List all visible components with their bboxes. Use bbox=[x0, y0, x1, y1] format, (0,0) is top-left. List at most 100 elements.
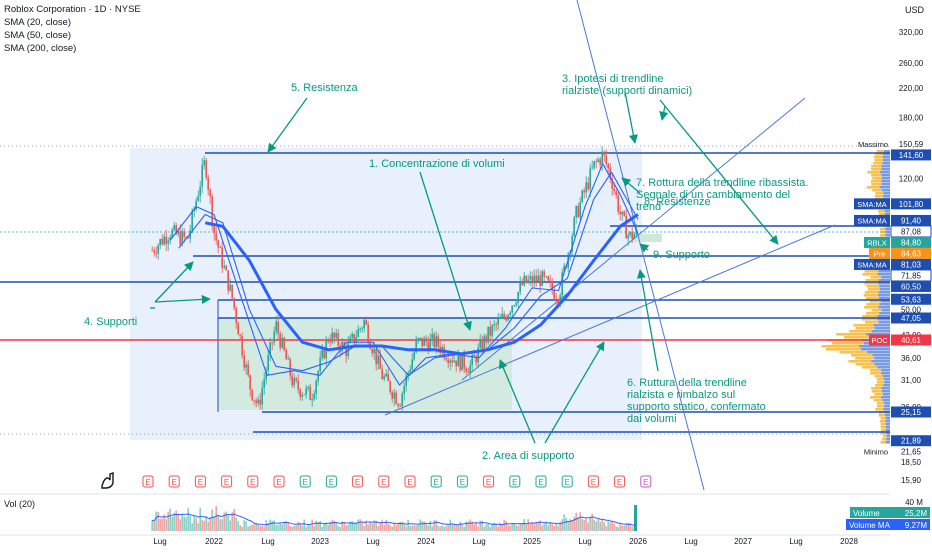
price-tag: Pre 84,63 bbox=[869, 247, 931, 259]
candle-body bbox=[607, 164, 609, 169]
candle-body bbox=[627, 235, 629, 239]
profile-bar-down bbox=[871, 330, 890, 333]
volume-bar bbox=[613, 523, 615, 531]
symbol-title[interactable]: Roblox Corporation · 1D · NYSE bbox=[4, 4, 141, 15]
price-tick: 15,90 bbox=[901, 476, 922, 485]
earnings-marker-box bbox=[430, 475, 442, 488]
volume-bar bbox=[581, 518, 583, 531]
candle-body bbox=[581, 190, 583, 203]
profile-bar-down bbox=[877, 366, 890, 369]
volume-bar bbox=[427, 525, 429, 531]
chart-legend: Roblox Corporation · 1D · NYSE SMA (20, … bbox=[4, 3, 141, 55]
candle-body bbox=[227, 270, 229, 291]
price-tag: 25,15 bbox=[891, 406, 931, 418]
candle-body bbox=[553, 289, 555, 299]
candle-body bbox=[453, 360, 455, 363]
time-tick: 2027 bbox=[734, 537, 752, 546]
profile-bar-up bbox=[876, 378, 885, 381]
candle-body bbox=[469, 365, 471, 373]
price-tag-value: 141,60 bbox=[899, 151, 924, 160]
profile-bar-up bbox=[873, 162, 883, 165]
candle-body bbox=[539, 275, 541, 286]
indicator-sma20[interactable]: SMA (20, close) bbox=[4, 17, 72, 28]
candle-body bbox=[249, 375, 251, 390]
candle-body bbox=[563, 265, 565, 273]
candle-body bbox=[379, 355, 381, 369]
volume-bar bbox=[189, 515, 191, 531]
volume-bar bbox=[587, 522, 589, 531]
volume-bar bbox=[237, 521, 239, 531]
candle-body bbox=[515, 302, 517, 306]
volume-bar bbox=[399, 521, 401, 531]
profile-bar-down bbox=[872, 354, 890, 357]
candle-body bbox=[309, 386, 311, 401]
volume-bar bbox=[219, 518, 221, 531]
candle-body bbox=[229, 284, 231, 291]
candle-body bbox=[385, 373, 387, 377]
profile-bar-up bbox=[861, 318, 878, 321]
candle-body bbox=[521, 282, 523, 285]
volume-bar bbox=[475, 523, 477, 531]
time-axis-labels[interactable]: Lug 2022 Lug 2023 Lug 2024 Lug 2025 Lug 2026 Lug 20… bbox=[153, 537, 858, 546]
price-tag: 141,60 bbox=[891, 149, 931, 161]
indicator-sma50[interactable]: SMA (50, close) bbox=[4, 30, 72, 41]
candle-body bbox=[251, 389, 253, 400]
volume-bar bbox=[325, 522, 327, 531]
volume-bar bbox=[603, 522, 605, 531]
profile-bar-up bbox=[871, 390, 882, 393]
volume-bar bbox=[489, 526, 491, 531]
candle-body bbox=[541, 271, 543, 286]
volume-bar bbox=[337, 525, 339, 531]
candle-body bbox=[223, 265, 225, 268]
profile-bar-down bbox=[881, 372, 890, 375]
earnings-marker-label: E bbox=[512, 478, 517, 487]
volume-bar bbox=[257, 524, 259, 531]
profile-bar-down bbox=[886, 435, 890, 438]
profile-bar-down bbox=[881, 309, 890, 312]
candle-body bbox=[463, 353, 465, 369]
time-tick: Lug bbox=[153, 537, 166, 546]
candle-body bbox=[467, 371, 469, 373]
volume-bar bbox=[629, 523, 631, 531]
volume-bar bbox=[551, 524, 553, 531]
volume-bar bbox=[507, 525, 509, 531]
volume-bar bbox=[533, 524, 535, 531]
indicator-sma200[interactable]: SMA (200, close) bbox=[4, 43, 77, 54]
candle-body bbox=[499, 317, 501, 319]
profile-bar-up bbox=[871, 309, 882, 312]
candle-body bbox=[159, 239, 161, 246]
currency-label[interactable]: USD bbox=[904, 5, 924, 15]
price-tag: 21,89 bbox=[891, 435, 931, 447]
price-tag-label-bg bbox=[864, 236, 890, 248]
candle-body bbox=[589, 168, 591, 190]
candle-body bbox=[601, 151, 603, 165]
candle-body bbox=[253, 399, 255, 401]
volume-bar bbox=[255, 522, 257, 531]
volume-bar bbox=[605, 526, 607, 531]
candle-body bbox=[613, 188, 615, 192]
volume-bar bbox=[209, 517, 211, 531]
profile-bar-up bbox=[880, 417, 886, 420]
earnings-marker: E bbox=[273, 475, 285, 488]
volume-bar bbox=[213, 517, 215, 531]
volume-pane-title[interactable]: Vol (20) bbox=[4, 499, 36, 509]
volume-bar bbox=[299, 522, 301, 531]
earnings-marker-label: E bbox=[250, 478, 255, 487]
profile-bar-down bbox=[885, 417, 890, 420]
profile-bar-down bbox=[881, 180, 890, 183]
price-tag-value: 87,08 bbox=[901, 227, 922, 236]
profile-bar-up bbox=[855, 327, 875, 330]
candle-body bbox=[277, 321, 279, 334]
volume-bar bbox=[249, 525, 251, 531]
candle-body bbox=[329, 341, 331, 343]
volume-bar bbox=[525, 524, 527, 531]
volume-bar bbox=[285, 520, 287, 531]
profile-bar-down bbox=[883, 195, 890, 198]
profile-bar-down bbox=[884, 414, 890, 417]
candle-body bbox=[377, 355, 379, 365]
profile-bar-up bbox=[855, 357, 875, 360]
volume-bar bbox=[615, 526, 617, 531]
